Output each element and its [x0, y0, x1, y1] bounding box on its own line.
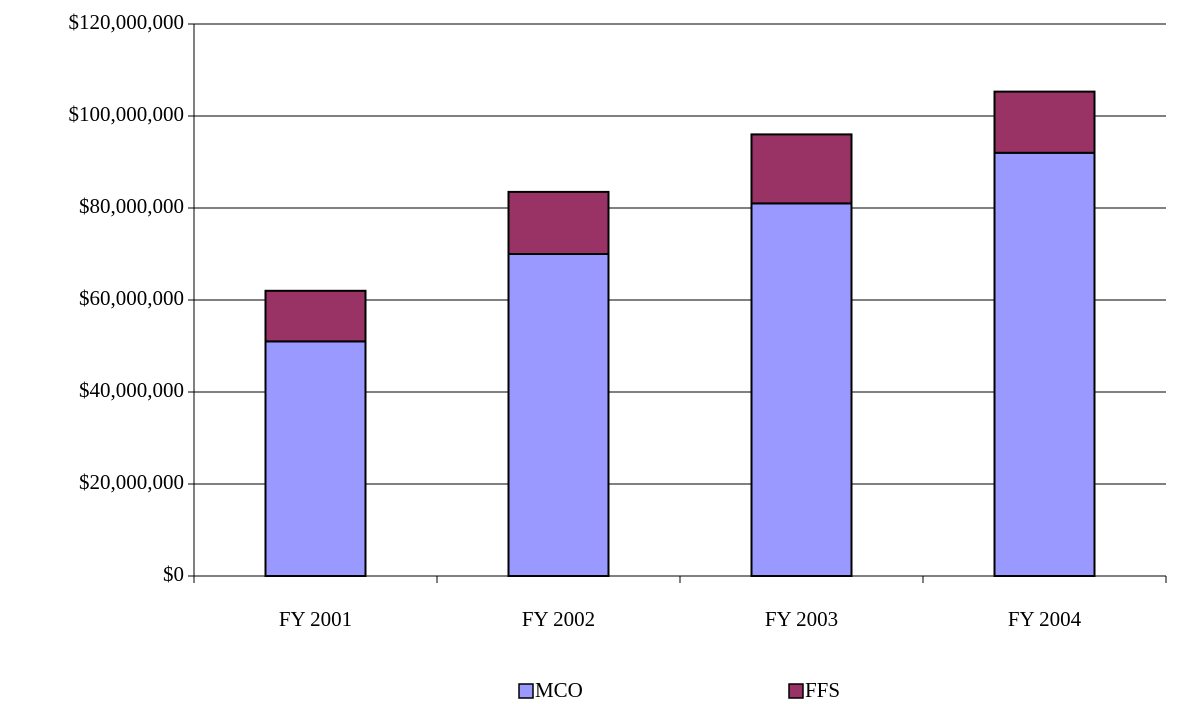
- legend-swatch: [518, 683, 534, 699]
- bar-segment: [750, 202, 853, 577]
- y-tick-label: $60,000,000: [79, 286, 184, 310]
- bar-segment: [993, 151, 1096, 578]
- y-tick-label: $40,000,000: [79, 378, 184, 402]
- legend-swatch: [788, 683, 804, 699]
- x-tick-label: FY 2004: [1008, 607, 1082, 631]
- legend-label: FFS: [805, 678, 840, 702]
- y-tick-label: $120,000,000: [69, 10, 185, 34]
- x-tick-label: FY 2003: [765, 607, 838, 631]
- bar-segment: [750, 133, 853, 205]
- x-tick-label: FY 2001: [279, 607, 352, 631]
- bar-segment: [507, 253, 610, 577]
- y-tick-label: $80,000,000: [79, 194, 184, 218]
- bar-segment: [993, 90, 1096, 154]
- y-tick-label: $20,000,000: [79, 470, 184, 494]
- y-tick-label: $100,000,000: [69, 102, 185, 126]
- legend-label: MCO: [535, 678, 583, 702]
- bar-segment: [264, 289, 367, 343]
- x-tick-label: FY 2002: [522, 607, 595, 631]
- bar-segment: [264, 340, 367, 577]
- y-tick-label: $0: [163, 562, 184, 586]
- bar-segment: [507, 190, 610, 255]
